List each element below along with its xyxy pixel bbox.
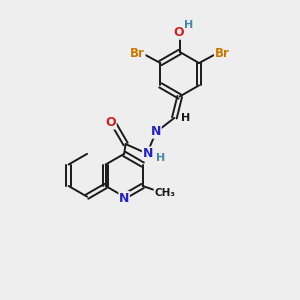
Text: Br: Br: [214, 47, 230, 60]
Text: H: H: [181, 113, 190, 123]
Text: O: O: [106, 116, 116, 129]
Text: N: N: [151, 125, 161, 138]
Text: H: H: [156, 153, 165, 163]
Text: O: O: [173, 26, 184, 39]
Text: N: N: [119, 192, 129, 205]
Text: H: H: [184, 20, 193, 30]
Text: N: N: [142, 147, 153, 160]
Text: CH₃: CH₃: [154, 188, 175, 198]
Text: Br: Br: [130, 47, 145, 60]
